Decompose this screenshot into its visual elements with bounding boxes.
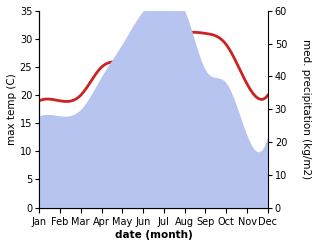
X-axis label: date (month): date (month) — [114, 230, 192, 240]
Y-axis label: med. precipitation (kg/m2): med. precipitation (kg/m2) — [301, 39, 311, 179]
Y-axis label: max temp (C): max temp (C) — [7, 73, 17, 145]
